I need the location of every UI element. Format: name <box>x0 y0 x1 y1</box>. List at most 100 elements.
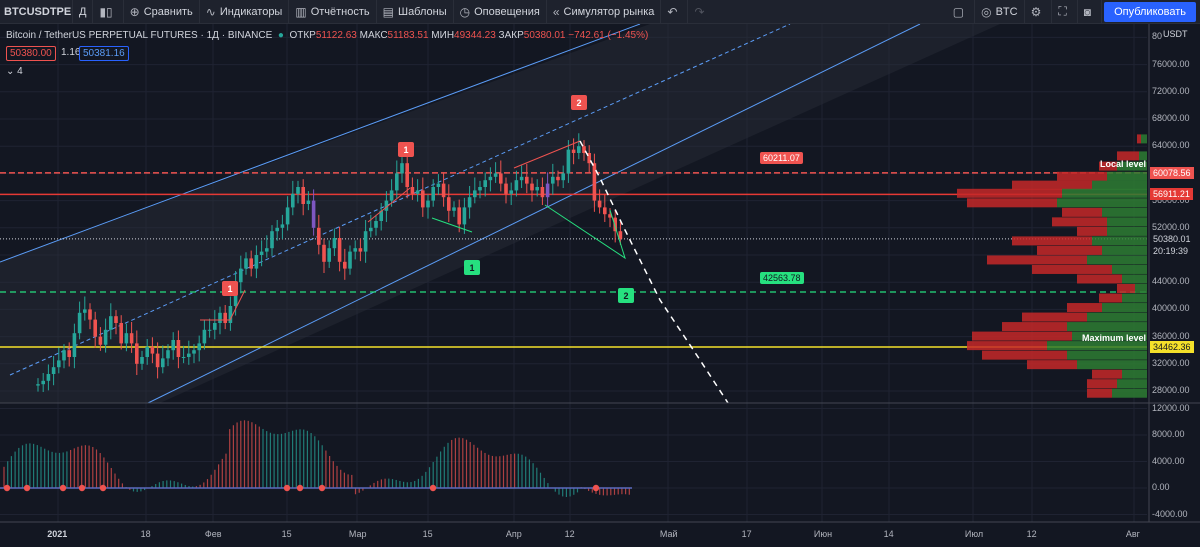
vp-buy-bar <box>1117 161 1147 171</box>
time-tick: 17 <box>741 529 752 539</box>
osc-signal-dot <box>59 484 67 492</box>
channel-mid <box>9 24 791 376</box>
maximum-level-label: Maximum level <box>1082 333 1147 344</box>
candle-body <box>488 176 493 181</box>
candle-body <box>561 173 565 181</box>
osc-signal-dot <box>283 484 291 492</box>
legend-header: Bitcoin / TetherUS PERPETUAL FUTURES · 1… <box>6 30 648 41</box>
open-label: ОТКР <box>289 30 316 41</box>
vp-sell-bar <box>1062 207 1102 217</box>
sell-price-button[interactable]: 50380.00 <box>6 46 56 61</box>
interval-button[interactable]: Д <box>73 0 94 24</box>
layout-button[interactable]: ▢ <box>947 0 976 24</box>
camera-icon: ◙ <box>1083 4 1091 19</box>
vp-sell-bar <box>1077 226 1107 236</box>
candle-body <box>46 374 51 381</box>
candle-body <box>384 200 389 211</box>
indicators-toggle[interactable]: ⌄ 4 <box>6 66 23 77</box>
vp-sell-bar <box>967 198 1057 208</box>
candle-body <box>530 183 534 191</box>
candle-body <box>597 200 602 208</box>
signal-marker-green: 1 <box>464 260 480 275</box>
templates-button[interactable]: ▤ Шаблоны <box>377 0 454 24</box>
settings-button[interactable]: ⚙ <box>1025 0 1053 24</box>
candle-body <box>431 187 435 201</box>
candle-body <box>98 336 103 345</box>
osc-signal-dot <box>99 484 107 492</box>
redo-button[interactable]: ↷ <box>688 0 714 24</box>
candle-body <box>103 329 108 345</box>
candle-body <box>369 227 373 232</box>
candle-body <box>379 210 383 221</box>
candle-body <box>493 173 498 177</box>
publish-button[interactable]: Опубликовать <box>1104 2 1196 22</box>
indicators-button[interactable]: ∿ Индикаторы <box>200 0 290 24</box>
candle-body <box>343 261 347 269</box>
vp-sell-bar <box>1037 245 1102 255</box>
vp-buy-bar <box>1135 284 1147 293</box>
candle-body <box>499 173 503 184</box>
replay-icon: « <box>552 4 560 19</box>
vp-buy-bar <box>1067 350 1147 360</box>
time-tick: Мар <box>348 529 367 539</box>
candle-body <box>353 248 357 252</box>
spread-value: 1.16 <box>61 47 81 58</box>
time-tick: 12 <box>564 529 575 539</box>
buy-price-button[interactable]: 50381.16 <box>79 46 129 61</box>
candle-body <box>509 190 513 194</box>
reports-label: Отчётность <box>310 5 370 18</box>
candle-body <box>577 146 581 153</box>
vp-buy-bar <box>1141 134 1147 144</box>
candle-body <box>176 340 181 357</box>
vp-sell-bar <box>1057 171 1107 181</box>
price-tick: 52000.00 <box>1152 221 1190 232</box>
fullscreen-button[interactable]: ⛶ <box>1052 0 1078 24</box>
candle-body <box>239 268 243 283</box>
vp-buy-bar <box>1107 226 1147 236</box>
candle-body <box>389 190 394 201</box>
vp-sell-bar <box>1087 388 1112 398</box>
candle-body <box>187 353 191 357</box>
replay-button[interactable]: «Симулятор рынка <box>547 0 662 24</box>
fullscreen-icon: ⛶ <box>1058 4 1067 18</box>
volume-profile <box>957 134 1147 398</box>
alerts-button[interactable]: ◷ Оповещения <box>454 0 547 24</box>
vp-buy-bar <box>1107 171 1147 181</box>
symbol-search-button[interactable]: BTCUSDTPERP <box>0 0 73 24</box>
price-tick: 40000.00 <box>1152 303 1190 314</box>
time-tick: 12 <box>1026 529 1037 539</box>
candle-body <box>587 153 591 164</box>
close-label: ЗАКР <box>498 30 524 41</box>
currency-button[interactable]: ◎ BTC <box>975 0 1025 24</box>
snapshot-button[interactable]: ◙ <box>1078 0 1102 24</box>
osc-signal-dot <box>592 484 600 492</box>
candle-body <box>207 329 212 331</box>
undo-button[interactable]: ↶ <box>661 0 689 24</box>
vp-buy-bar <box>1102 303 1147 313</box>
replay-label: Симулятор рынка <box>563 5 655 18</box>
chart-style-button[interactable]: ▮▯ <box>93 0 124 24</box>
vp-sell-bar <box>982 350 1067 360</box>
vp-sell-bar <box>1117 151 1139 161</box>
candle-body <box>223 312 227 323</box>
candle-body <box>525 176 529 184</box>
price-tick: 72000.00 <box>1152 85 1190 96</box>
candle-body <box>109 316 113 330</box>
candle-body <box>447 197 451 211</box>
high-label: МАКС <box>359 30 388 41</box>
vp-sell-bar <box>1027 360 1077 370</box>
candle-body <box>483 180 487 187</box>
reports-button[interactable]: ▥ Отчётность <box>289 0 377 24</box>
time-tick: 14 <box>883 529 894 539</box>
price-chart[interactable] <box>0 24 1200 547</box>
time-tick: Фев <box>204 529 222 539</box>
vp-sell-bar <box>1092 369 1122 379</box>
templates-icon: ▤ <box>382 4 394 19</box>
pattern-red-1 <box>200 289 246 321</box>
vp-sell-bar <box>972 331 1072 341</box>
candle-body <box>57 360 61 368</box>
compare-button[interactable]: ⊕ Сравнить <box>124 0 200 24</box>
vp-buy-bar <box>1067 322 1147 332</box>
vp-buy-bar <box>1077 360 1147 370</box>
pattern-green-2 <box>544 204 626 260</box>
